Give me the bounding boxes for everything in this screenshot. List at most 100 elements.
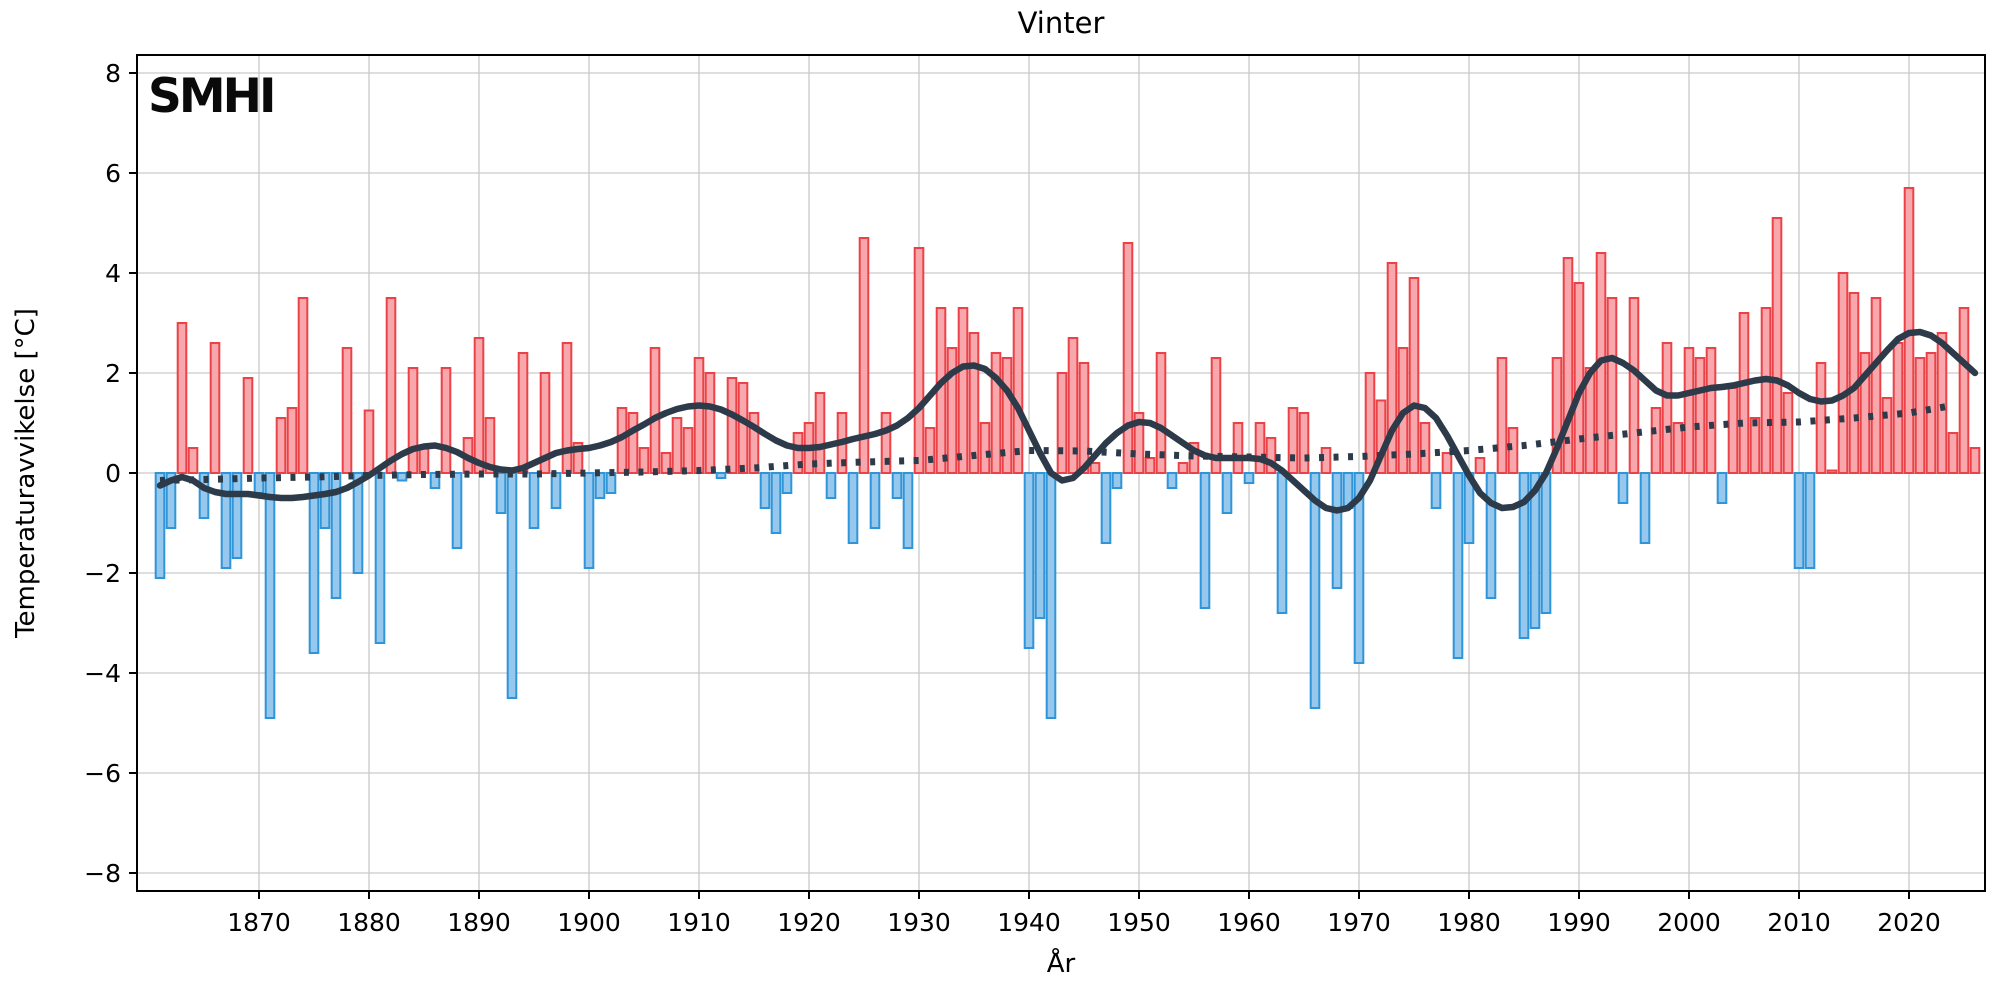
bar-1921 [814,392,826,474]
x-tick-label: 2020 [1877,908,1941,937]
bar-1897 [550,472,562,509]
bar-1913 [726,377,738,474]
bar-2018 [1881,397,1893,474]
bar-1942 [1045,472,1057,719]
bar-1959 [1232,422,1244,474]
bar-1964 [1287,407,1299,474]
bar-2001 [1694,357,1706,474]
bar-1899 [572,442,584,474]
bar-1987 [1540,472,1552,614]
y-axis-label: Temperaturavvikelse [°C] [11,308,41,639]
bar-1926 [869,472,881,529]
bar-2011 [1804,472,1816,569]
bar-1874 [297,297,309,474]
bar-1998 [1661,342,1673,474]
bar-1970 [1353,472,1365,664]
bar-1885 [418,447,430,474]
bar-1994 [1617,472,1629,504]
bar-1868 [231,472,243,559]
bar-1901 [594,472,606,499]
bar-1983 [1496,357,1508,474]
bar-1919 [792,432,804,474]
bar-1957 [1210,357,1222,474]
bar-2008 [1771,217,1783,474]
bar-1924 [847,472,859,544]
bar-1872 [275,417,287,474]
bar-1935 [968,332,980,474]
bar-1863 [176,322,188,474]
bar-2003 [1716,472,1728,504]
bar-1979 [1452,472,1464,659]
bar-1989 [1562,257,1574,474]
bar-1978 [1441,452,1453,474]
bar-1912 [715,472,727,479]
bar-1982 [1485,472,1497,599]
bar-2016 [1859,352,1871,474]
bar-1965 [1298,412,1310,474]
bar-1947 [1100,472,1112,544]
bar-1930 [913,247,925,474]
bar-1962 [1265,437,1277,474]
bar-2012 [1815,362,1827,474]
bar-2005 [1738,312,1750,474]
x-tick-label: 1870 [227,908,291,937]
bar-1977 [1430,472,1442,509]
bar-1928 [891,472,903,499]
bar-1882 [385,297,397,474]
y-tick-label: 4 [105,259,121,288]
bar-1961 [1254,422,1266,474]
bar-1933 [946,347,958,474]
bar-1875 [308,472,320,654]
x-tick-label: 1960 [1217,908,1281,937]
bar-1907 [660,452,672,474]
bar-2006 [1749,417,1761,474]
x-tick-label: 1890 [447,908,511,937]
bar-2007 [1760,307,1772,474]
bar-1936 [979,422,991,474]
x-tick-label: 1900 [557,908,621,937]
bar-1938 [1001,357,1013,474]
bar-1905 [638,447,650,474]
bar-1890 [473,337,485,474]
bar-1945 [1078,362,1090,474]
bar-1943 [1056,372,1068,474]
bar-1893 [506,472,518,699]
x-tick-label: 1980 [1437,908,1501,937]
bar-1888 [451,472,463,549]
bar-1883 [396,472,408,482]
x-tick-label: 1880 [337,908,401,937]
bar-1881 [374,472,386,644]
bar-1939 [1012,307,1024,474]
bar-2013 [1826,469,1838,474]
bar-1865 [198,472,210,519]
y-tick-label: −2 [84,559,121,588]
bar-1892 [495,472,507,514]
bar-1986 [1529,472,1541,629]
bar-1934 [957,307,969,474]
bar-1894 [517,352,529,474]
x-tick-label: 1950 [1107,908,1171,937]
bar-1864 [187,447,199,474]
chart-title: Vinter [1018,6,1105,40]
bar-1948 [1111,472,1123,489]
bar-1960 [1243,472,1255,484]
bar-1911 [704,372,716,474]
bar-1958 [1221,472,1233,514]
bar-1884 [407,367,419,474]
x-tick-label: 1940 [997,908,1061,937]
bar-1993 [1606,297,1618,474]
bar-1984 [1507,427,1519,474]
y-tick-label: 2 [105,359,121,388]
bar-2024 [1947,432,1959,474]
trend-dotted-line [159,402,1954,484]
bar-1966 [1309,472,1321,709]
bar-1946 [1089,462,1101,474]
bar-1908 [671,417,683,474]
bar-2010 [1793,472,1805,569]
bar-1927 [880,412,892,474]
bar-1995 [1628,297,1640,474]
bar-1972 [1375,399,1387,474]
bar-1953 [1166,472,1178,489]
bar-1929 [902,472,914,549]
